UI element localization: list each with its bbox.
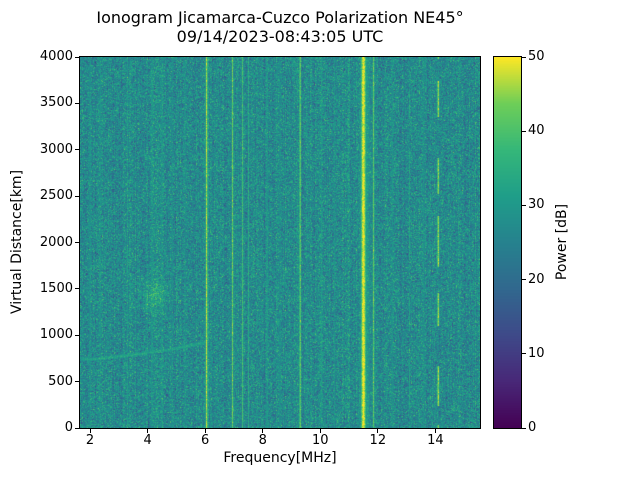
y-tick-mark bbox=[75, 288, 79, 290]
colorbar-tick-label: 40 bbox=[528, 123, 545, 139]
colorbar-tick-label: 0 bbox=[528, 420, 537, 435]
colorbar-tick-mark bbox=[522, 279, 526, 281]
colorbar-label: Power [dB] bbox=[554, 203, 570, 281]
chart-title: Ionogram Jicamarca-Cuzco Polarization NE… bbox=[96, 8, 464, 27]
x-tick-label: 12 bbox=[369, 433, 387, 448]
colorbar-tick-label: 20 bbox=[528, 271, 545, 287]
x-tick-label: 14 bbox=[427, 433, 444, 448]
y-tick-label: 2500 bbox=[39, 188, 73, 204]
ionogram-heatmap-canvas bbox=[80, 57, 480, 428]
x-tick-mark bbox=[204, 429, 206, 433]
colorbar-frame bbox=[493, 56, 522, 429]
colorbar-tick-label: 10 bbox=[528, 345, 545, 361]
x-tick-mark bbox=[262, 429, 264, 433]
y-tick-label: 3500 bbox=[39, 95, 73, 111]
y-tick-mark bbox=[75, 102, 79, 104]
y-tick-label: 0 bbox=[64, 420, 73, 435]
x-tick-label: 4 bbox=[143, 433, 152, 448]
colorbar-tick-label: 30 bbox=[528, 197, 545, 213]
x-tick-mark bbox=[89, 429, 91, 433]
x-axis-label: Frequency[MHz] bbox=[223, 450, 337, 466]
x-tick-mark bbox=[319, 429, 321, 433]
x-tick-label: 8 bbox=[258, 433, 267, 448]
y-tick-label: 500 bbox=[48, 373, 73, 389]
y-tick-mark bbox=[75, 427, 79, 429]
y-tick-mark bbox=[75, 334, 79, 336]
colorbar-tick-mark bbox=[522, 130, 526, 132]
y-tick-label: 4000 bbox=[39, 49, 73, 64]
y-tick-mark bbox=[75, 381, 79, 383]
x-tick-label: 2 bbox=[85, 433, 95, 448]
y-tick-label: 1500 bbox=[39, 280, 73, 296]
y-tick-label: 2000 bbox=[39, 234, 73, 250]
y-tick-mark bbox=[75, 242, 79, 243]
chart-subtitle: 09/14/2023-08:43:05 UTC bbox=[176, 27, 384, 46]
x-tick-mark bbox=[434, 429, 436, 433]
colorbar-tick-mark bbox=[522, 427, 526, 429]
y-tick-label: 3000 bbox=[39, 141, 73, 157]
x-tick-label: 6 bbox=[201, 433, 210, 448]
colorbar-gradient-canvas bbox=[494, 57, 521, 428]
colorbar-tick-mark bbox=[522, 204, 526, 206]
colorbar-tick-label: 50 bbox=[528, 49, 545, 64]
colorbar-tick-mark bbox=[522, 353, 526, 355]
y-tick-label: 1000 bbox=[39, 327, 73, 343]
x-tick-mark bbox=[377, 429, 379, 433]
colorbar-tick-mark bbox=[522, 56, 526, 58]
plot-frame bbox=[79, 56, 481, 429]
y-tick-mark bbox=[75, 195, 79, 197]
y-axis-label: Virtual Distance[km] bbox=[9, 169, 25, 315]
x-tick-label: 10 bbox=[312, 433, 329, 448]
y-tick-mark bbox=[75, 149, 79, 151]
y-tick-mark bbox=[75, 56, 79, 58]
x-tick-mark bbox=[147, 429, 149, 433]
